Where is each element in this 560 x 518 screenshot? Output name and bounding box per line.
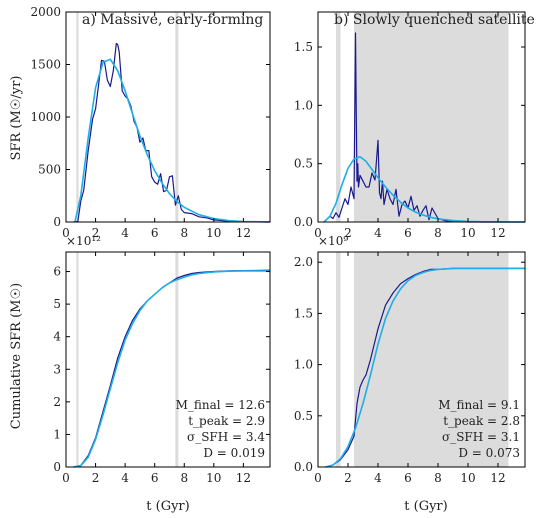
x-tick-label: 8 <box>434 471 442 485</box>
y-tick-label: 1.0 <box>294 98 313 112</box>
annotation-d: D = 0.019 <box>203 446 265 460</box>
shaded-region-1 <box>354 12 509 222</box>
shaded-region-1 <box>175 12 179 222</box>
x-tick-label: 12 <box>490 226 505 240</box>
x-tick-label: 10 <box>460 471 475 485</box>
y-tick-label: 1000 <box>30 110 61 124</box>
panel-b-sfr: 0 2 4 6 8 10 12 0.0 0.5 1.0 1.5 b) Slowly quenched… <box>294 11 535 240</box>
shaded-region-0 <box>76 12 79 222</box>
x-tick-label: 2 <box>92 226 100 240</box>
shaded-region-0 <box>76 252 79 467</box>
x-tick-label: 0 <box>62 471 70 485</box>
y-tick-label: 0.5 <box>294 409 313 423</box>
x-tick-label: 6 <box>404 226 412 240</box>
series-fit-line <box>74 58 271 223</box>
x-tick-label: 2 <box>344 226 352 240</box>
x-tick-label: 4 <box>374 471 382 485</box>
x-tick-label: 12 <box>236 226 251 240</box>
y-tick-label: 1.5 <box>294 40 313 54</box>
x-tick-label: 6 <box>151 226 159 240</box>
x-tick-label: 12 <box>236 471 251 485</box>
x-tick-label: 4 <box>121 471 129 485</box>
x-tick-label: 2 <box>92 471 100 485</box>
series-fit-line <box>323 155 526 223</box>
y-tick-label: 1.5 <box>294 306 313 320</box>
xlabel-left: t (Gyr) <box>146 499 189 514</box>
x-tick-label: 6 <box>404 471 412 485</box>
annotation-mfinal: M_final = 9.1 <box>438 398 520 412</box>
y-tick-label: 0 <box>53 460 61 474</box>
panel-c-ylabel: Cumulative SFR (M☉) <box>9 283 24 429</box>
panel-b-title: b) Slowly quenched satellite <box>334 12 535 28</box>
annotation-d: D = 0.073 <box>458 446 520 460</box>
x-tick-label: 4 <box>121 226 129 240</box>
x-tick-label: 0 <box>314 471 322 485</box>
xlabel-right: t (Gyr) <box>404 499 447 514</box>
x-tick-label: 8 <box>434 226 442 240</box>
y-tick-label: 1500 <box>30 58 61 72</box>
panel-a-sfr: 0 2 4 6 8 10 12 0 500 1000 1500 2000 a) Massive, ea… <box>9 5 271 240</box>
x-tick-label: 2 <box>344 471 352 485</box>
series-fit-line <box>325 267 525 468</box>
annotation-tpeak: t_peak = 2.8 <box>443 414 520 428</box>
shaded-region-0 <box>336 12 341 222</box>
x-tick-label: 0 <box>314 226 322 240</box>
x-tick-label: 10 <box>206 226 221 240</box>
panel-a-ylabel: SFR (M☉/yr) <box>9 76 24 161</box>
annotation-sigma: σ_SFH = 3.4 <box>187 430 265 444</box>
panel-d-multiplier: ×10⁹ <box>318 234 348 248</box>
x-tick-label: 10 <box>206 471 221 485</box>
y-tick-label: 4 <box>53 330 61 344</box>
y-tick-label: 1.0 <box>294 358 313 372</box>
y-tick-label: 500 <box>38 163 61 177</box>
panel-a-title: a) Massive, early-forming <box>82 12 263 28</box>
x-tick-label: 8 <box>180 226 188 240</box>
x-tick-label: 4 <box>374 226 382 240</box>
shaded-region-1 <box>354 252 509 467</box>
panel-c-frame <box>65 251 271 468</box>
y-tick-label: 6 <box>53 265 61 279</box>
y-tick-label: 0.0 <box>294 215 313 229</box>
panel-d-annotations: M_final = 9.1 t_peak = 2.8 σ_SFH = 3.1 D… <box>438 398 520 460</box>
panel-c-multiplier: ×10¹² <box>66 234 101 248</box>
y-tick-label: 0.5 <box>294 157 313 171</box>
shaded-region-0 <box>336 252 341 467</box>
x-tick-label: 12 <box>490 471 505 485</box>
y-tick-label: 2.0 <box>294 255 313 269</box>
y-tick-label: 0 <box>53 215 61 229</box>
y-tick-label: 5 <box>53 297 61 311</box>
y-tick-label: 1 <box>53 427 61 441</box>
y-tick-label: 0.0 <box>294 460 313 474</box>
y-tick-label: 2000 <box>30 5 61 19</box>
annotation-tpeak: t_peak = 2.9 <box>188 414 265 428</box>
series-fit-line <box>73 270 270 468</box>
panel-c-annotations: M_final = 12.6 t_peak = 2.9 σ_SFH = 3.4 … <box>176 398 266 460</box>
panel-b-frame <box>317 11 526 223</box>
y-tick-label: 3 <box>53 362 61 376</box>
panel-d-frame <box>317 251 526 468</box>
x-tick-label: 6 <box>151 471 159 485</box>
x-tick-label: 0 <box>62 226 70 240</box>
series-data-line <box>323 32 525 223</box>
shaded-region-1 <box>175 252 179 467</box>
y-tick-label: 2 <box>53 395 61 409</box>
annotation-sigma: σ_SFH = 3.1 <box>442 430 520 444</box>
panel-b-cumulative: 0 2 4 6 8 10 12 0.0 0.5 1.0 1.5 2.0 ×10⁹ M_final = … <box>294 234 526 485</box>
annotation-mfinal: M_final = 12.6 <box>176 398 265 412</box>
x-tick-label: 8 <box>180 471 188 485</box>
x-tick-label: 10 <box>460 226 475 240</box>
